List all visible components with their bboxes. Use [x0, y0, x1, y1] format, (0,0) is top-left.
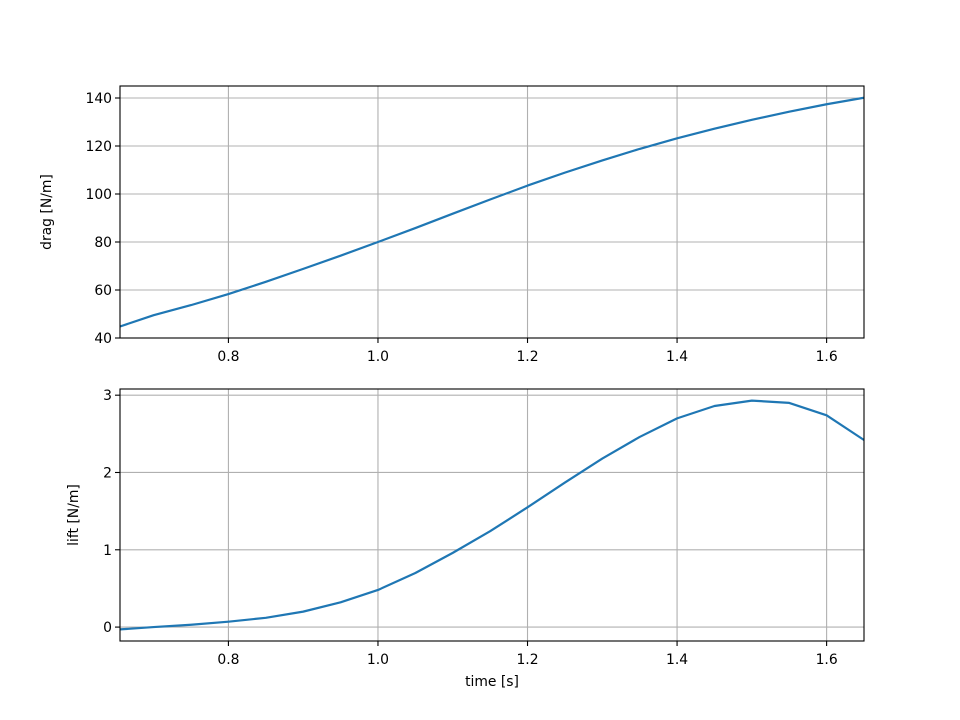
drag-grid: [120, 86, 864, 339]
lift-series: [120, 399, 864, 631]
drag-x-tick-label: 1.4: [666, 349, 688, 365]
lift-y-tick-label: 0: [103, 620, 112, 636]
lift-x-tick-label: 1.6: [816, 652, 838, 668]
lift-subplot: 0.8 1.0 1.2 1.4 1.6 0 1 2 3 lift [N/m] time [s]: [66, 388, 865, 690]
drag-series-line: [120, 96, 864, 328]
time-x-axis-label: time [s]: [465, 674, 519, 690]
drag-x-tick-label: 0.8: [217, 349, 239, 365]
drag-y-tick-label: 40: [94, 331, 112, 347]
lift-x-tick-label: 1.0: [367, 652, 389, 668]
drag-y-tick-label: 100: [85, 187, 112, 203]
drag-x-tick-label: 1.2: [516, 349, 538, 365]
lift-y-axis-label: lift [N/m]: [66, 484, 82, 546]
drag-ticks: 0.8 1.0 1.2 1.4 1.6 40 60 80 100 120 140: [85, 91, 837, 365]
drag-y-tick-label: 80: [94, 235, 112, 251]
drag-y-axis-label: drag [N/m]: [39, 174, 55, 250]
lift-series-line: [120, 399, 864, 631]
lift-y-tick-label: 3: [103, 388, 112, 404]
lift-x-tick-label: 1.2: [516, 652, 538, 668]
drag-series: [120, 96, 864, 328]
drag-y-tick-label: 60: [94, 283, 112, 299]
lift-y-tick-label: 1: [103, 543, 112, 559]
drag-x-tick-label: 1.6: [816, 349, 838, 365]
drag-x-tick-label: 1.0: [367, 349, 389, 365]
lift-x-tick-label: 1.4: [666, 652, 688, 668]
lift-ticks: 0.8 1.0 1.2 1.4 1.6 0 1 2 3: [103, 388, 838, 668]
drag-y-tick-label: 120: [85, 139, 112, 155]
lift-x-tick-label: 0.8: [217, 652, 239, 668]
lift-grid: [120, 389, 864, 641]
drag-subplot: 0.8 1.0 1.2 1.4 1.6 40 60 80 100 120 140 drag [N/m…: [39, 85, 865, 365]
lift-plot-frame: [119, 388, 865, 642]
drag-y-tick-label: 140: [85, 91, 112, 107]
lift-y-tick-label: 2: [103, 465, 112, 481]
drag-plot-frame: [119, 85, 865, 339]
